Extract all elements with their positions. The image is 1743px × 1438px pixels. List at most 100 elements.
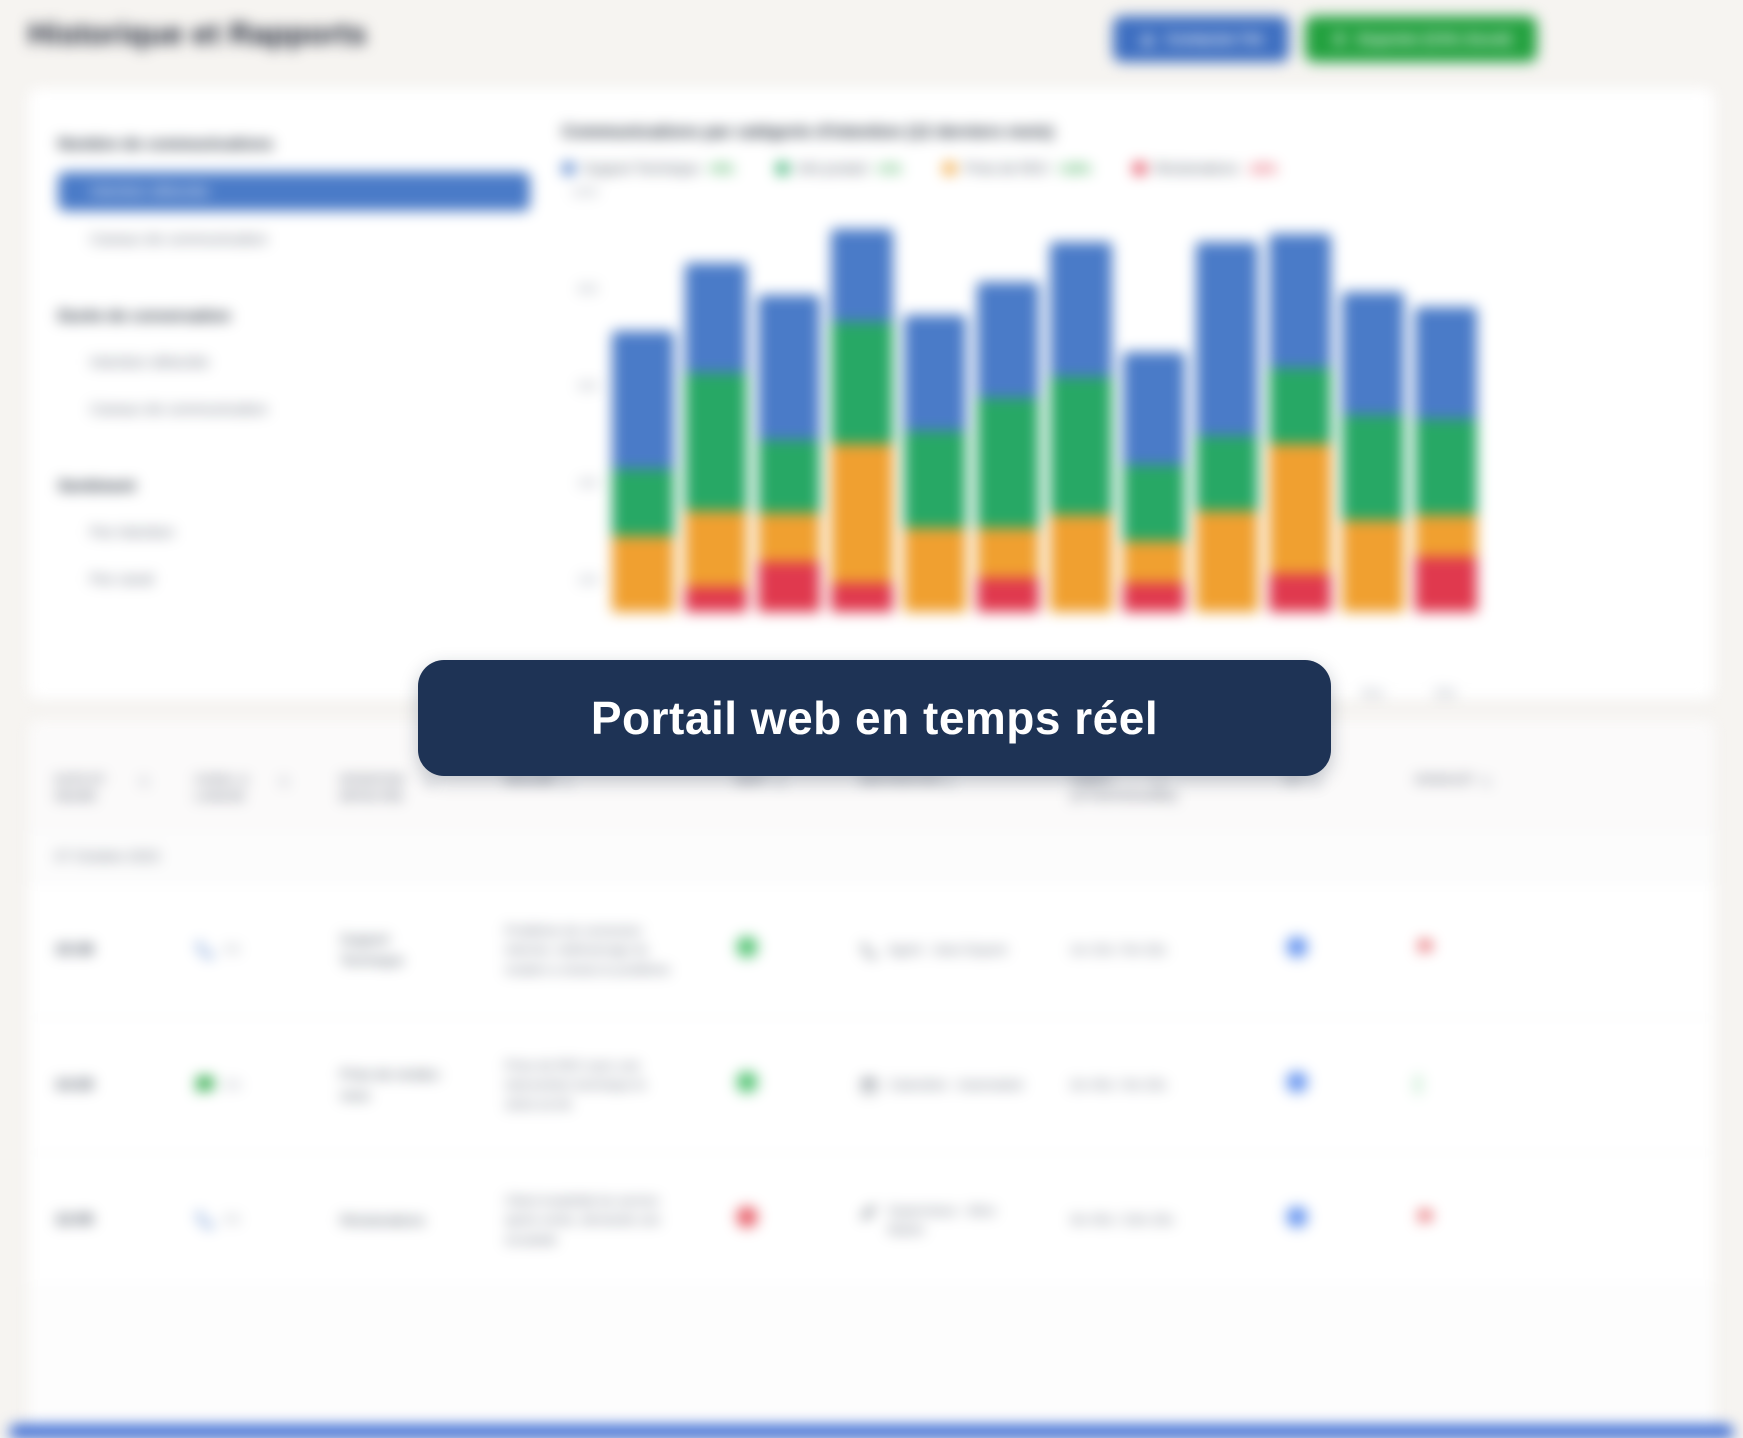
bar-segment bbox=[685, 511, 747, 587]
bar-aoû bbox=[1123, 351, 1185, 612]
sort-icon[interactable]: ⇅ bbox=[561, 775, 573, 789]
x-tick-label: Déc bbox=[1434, 685, 1458, 700]
cell-channel: FR bbox=[195, 940, 340, 960]
contact-ai-label: Contacter l'IA bbox=[1166, 30, 1264, 48]
bar-segment bbox=[758, 513, 820, 562]
cell-duration: 3m 45s / 10m 20s bbox=[1070, 1212, 1174, 1228]
bar-nov bbox=[1342, 291, 1404, 612]
nav-section-title: Durée de conversation bbox=[58, 308, 231, 325]
table-row[interactable]: 15:38 FR Support Technique Problème de conn… bbox=[28, 883, 1715, 1018]
cell-flag bbox=[1415, 1207, 1715, 1233]
bar-segment bbox=[1123, 540, 1185, 583]
sort-icon[interactable]: ⇅ bbox=[1154, 775, 1165, 789]
bar-segment bbox=[1196, 435, 1258, 512]
legend-dot-icon bbox=[775, 161, 789, 175]
sidebar-item-canaux-de-communication[interactable]: Canaux de communication bbox=[90, 231, 268, 248]
bar-segment bbox=[1415, 557, 1477, 612]
bar-segment bbox=[1269, 368, 1331, 445]
export-button[interactable]: Exporter (CSV, Excel) bbox=[1305, 16, 1537, 62]
bar-segment bbox=[831, 228, 893, 323]
bar-segment bbox=[612, 330, 674, 470]
sort-icon[interactable]: ⇅ bbox=[944, 775, 955, 789]
sidebar-item-intention-d-tect-e[interactable]: Intention détectée bbox=[58, 172, 530, 211]
cell-intention: Prise de rendez-vous bbox=[340, 1066, 443, 1103]
cell-time: 12:05 bbox=[55, 1210, 94, 1228]
report-nav: Nombre de communications Intention détect… bbox=[58, 122, 530, 700]
sort-icon[interactable]: ⇅ bbox=[424, 775, 435, 789]
cell-flag bbox=[1415, 937, 1715, 963]
bar-fév bbox=[685, 263, 747, 612]
cell-intention: Réclamations bbox=[340, 1211, 425, 1228]
sort-icon[interactable]: ⇅ bbox=[775, 775, 786, 789]
bar-segment bbox=[977, 578, 1039, 612]
table-row[interactable]: 12:05 FR Réclamations Client insatisfait du… bbox=[28, 1153, 1715, 1288]
cell-summary: Client insatisfait du service après-vent… bbox=[505, 1192, 661, 1247]
legend-label: Info produit bbox=[796, 160, 867, 176]
legend-dot-icon bbox=[562, 161, 575, 175]
legend-change: +16% bbox=[1057, 160, 1091, 176]
column-header-label: Temps (attente/durée) bbox=[1070, 774, 1178, 803]
cell-flag bbox=[1415, 1074, 1715, 1096]
bar-mai bbox=[904, 314, 966, 612]
legend-change: +1% bbox=[874, 160, 902, 176]
export-label: Exporter (CSV, Excel) bbox=[1358, 30, 1511, 48]
bar-segment bbox=[758, 561, 820, 612]
pencil-icon bbox=[862, 1204, 876, 1219]
overlay-label: Portail web en temps réel bbox=[590, 692, 1159, 744]
y-tick-label: 800 bbox=[577, 282, 598, 296]
nav-gap bbox=[58, 268, 530, 294]
sidebar-item-canaux-de-communication[interactable]: Canaux de communication bbox=[90, 401, 268, 418]
sort-icon[interactable]: ⇅ bbox=[1310, 775, 1322, 789]
cell-duration: 1m 15s / 5m 32s bbox=[1070, 942, 1167, 958]
bar-segment bbox=[1415, 306, 1477, 419]
cell-destination: Calendrier : Automatisé bbox=[860, 1075, 1050, 1095]
y-axis: 02004006008001000 bbox=[562, 185, 606, 684]
bar-segment bbox=[1123, 351, 1185, 466]
cell-summary: Prise de RDV avec une intervention techn… bbox=[505, 1057, 646, 1112]
sort-icon[interactable]: ⇅ bbox=[279, 775, 290, 789]
column-header-ia-: IA? ⇅ bbox=[1285, 772, 1415, 805]
column-header-label: Résumé bbox=[505, 774, 556, 786]
sidebar-item-par-canal[interactable]: Par canal bbox=[90, 571, 154, 588]
sidebar-item-par-intention[interactable]: Par intention bbox=[90, 524, 175, 541]
bar-segment bbox=[1342, 414, 1404, 520]
bar-segment bbox=[977, 397, 1039, 529]
cell-intention: Support Technique bbox=[340, 931, 404, 968]
bar-segment bbox=[904, 314, 966, 432]
bar-segment bbox=[685, 372, 747, 512]
sentiment-positive-icon bbox=[735, 935, 759, 960]
channel-language: EN bbox=[224, 1078, 241, 1092]
bar-segment bbox=[685, 586, 747, 612]
legend-label: Prise de RDV bbox=[964, 160, 1050, 176]
chart-title: Communications par catégorie d'intention… bbox=[562, 122, 1054, 141]
table-row[interactable]: 14:20 EN Prise de rendez-vous Prise de RDV … bbox=[28, 1018, 1715, 1153]
contact-ai-button[interactable]: Contacter l'IA bbox=[1113, 16, 1290, 62]
sort-icon[interactable]: ⇅ bbox=[139, 775, 150, 789]
history-table-card: Date et heure ⇅ Canal & langue ⇅ Intention d… bbox=[28, 720, 1715, 1426]
column-header-signal-: Signalé? ⇅ bbox=[1415, 772, 1715, 805]
destination-label: Superviseur : Alice Martin bbox=[888, 1202, 996, 1238]
column-header-temps-attente-dur-e-: Temps (attente/durée) ⇅ bbox=[1070, 772, 1285, 805]
cell-destination: Superviseur : Alice Martin bbox=[860, 1201, 1050, 1240]
legend-dot-icon bbox=[943, 161, 957, 175]
page-header: Historique et Rapports Contacter l'IA Ex… bbox=[0, 0, 1743, 62]
column-header-destination: Destination ⇅ bbox=[860, 772, 1070, 805]
bar-segment bbox=[831, 582, 893, 612]
flag-icon[interactable] bbox=[1415, 940, 1435, 960]
page-title: Historique et Rapports bbox=[28, 16, 367, 51]
bar-segment bbox=[1269, 574, 1331, 612]
sentiment-positive-icon bbox=[735, 1070, 759, 1095]
sidebar-item-intention-d-tect-e[interactable]: Intention détectée bbox=[90, 354, 210, 371]
legend-dot-icon bbox=[1132, 161, 1146, 175]
bar-segment bbox=[1196, 242, 1258, 436]
check-ok-icon bbox=[1415, 1074, 1421, 1096]
legend-change: +5% bbox=[707, 160, 734, 176]
bar-juin bbox=[977, 281, 1039, 612]
sort-icon[interactable]: ⇅ bbox=[1481, 775, 1493, 789]
y-tick-label: 600 bbox=[577, 379, 598, 393]
date-group-row: 07 Octobre 2023 bbox=[28, 828, 1715, 883]
cell-ai bbox=[1285, 935, 1415, 965]
column-header-date-et-heure: Date et heure ⇅ bbox=[55, 772, 195, 805]
flag-icon[interactable] bbox=[1415, 1210, 1435, 1230]
column-header-label: Sent. bbox=[735, 774, 770, 786]
